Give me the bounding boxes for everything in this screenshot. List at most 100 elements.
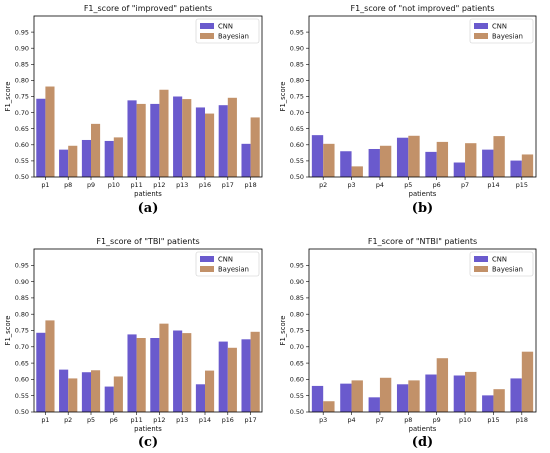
- bar-bayesian-p13: [182, 333, 192, 412]
- bar-cnn-p13: [173, 330, 183, 412]
- x-tick-label: p16: [199, 181, 211, 189]
- legend-label-bayesian: Bayesian: [218, 33, 249, 41]
- y-tick-label: 0.60: [15, 141, 29, 149]
- bar-cnn-p16: [218, 341, 228, 412]
- legend-swatch-bayesian: [200, 266, 214, 272]
- y-tick-label: 0.60: [290, 376, 304, 384]
- legend-swatch-cnn: [200, 256, 214, 262]
- bar-cnn-p2: [311, 135, 324, 177]
- bar-cnn-p8: [396, 384, 409, 412]
- bar-bayesian-p3: [323, 401, 335, 412]
- bar-cnn-p11: [127, 334, 137, 412]
- x-tick-label: p5: [87, 416, 95, 424]
- x-tick-label: p18: [244, 181, 256, 189]
- bar-cnn-p4: [368, 148, 380, 177]
- panel-label: (a): [138, 201, 159, 216]
- y-tick-label: 0.70: [290, 343, 304, 351]
- bar-bayesian-p2: [323, 143, 335, 177]
- x-axis-label: patients: [134, 425, 162, 433]
- x-tick-label: p13: [176, 181, 188, 189]
- bar-bayesian-p9: [436, 358, 449, 412]
- y-tick-label: 0.90: [290, 278, 304, 286]
- x-tick-label: p7: [461, 181, 469, 189]
- bar-bayesian-p6: [113, 376, 123, 412]
- bar-cnn-p3: [340, 151, 352, 177]
- plot-frame: [33, 15, 263, 178]
- bar-bayesian-p11: [136, 338, 146, 412]
- y-tick-label: 0.50: [290, 408, 304, 416]
- bar-cnn-p14: [195, 384, 205, 412]
- chart-panel-1: F1_score of "improved" patients p1 p8 p9 p10…: [4, 4, 263, 216]
- x-tick-label: p18: [516, 416, 528, 424]
- bar-cnn-p9: [81, 139, 91, 177]
- bar-bayesian-p16: [227, 347, 237, 412]
- x-tick-label: p8: [64, 181, 72, 189]
- legend-swatch-cnn: [474, 23, 488, 29]
- y-tick-label: 0.55: [290, 157, 304, 165]
- y-tick-label: 0.60: [15, 376, 29, 384]
- panel-label: (d): [412, 435, 433, 450]
- plot-frame: [308, 248, 537, 413]
- chart-title: F1_score of "TBI" patients: [96, 237, 199, 246]
- bar-bayesian-p9: [91, 123, 101, 177]
- x-tick-label: p10: [108, 181, 120, 189]
- x-tick-label: p2: [319, 181, 327, 189]
- bar-bayesian-p3: [351, 166, 363, 177]
- bar-cnn-p6: [425, 151, 437, 177]
- bar-cnn-p4: [340, 383, 352, 412]
- bar-bayesian-p8: [408, 380, 420, 412]
- bar-cnn-p12: [150, 338, 160, 412]
- x-tick-label: p17: [222, 181, 234, 189]
- bar-bayesian-p14: [493, 136, 505, 177]
- x-tick-label: p5: [404, 181, 412, 189]
- x-axis-label: patients: [409, 425, 437, 433]
- legend-swatch-cnn: [200, 23, 214, 29]
- x-tick-label: p10: [459, 416, 471, 424]
- y-tick-label: 0.75: [15, 327, 29, 335]
- bar-bayesian-p17: [250, 331, 260, 412]
- bar-bayesian-p7: [465, 143, 477, 177]
- x-tick-label: p2: [64, 416, 72, 424]
- bar-bayesian-p10: [465, 371, 477, 412]
- x-tick-label: p14: [487, 181, 499, 189]
- bar-cnn-p5: [81, 372, 91, 412]
- x-tick-label: p13: [176, 416, 188, 424]
- legend-label-cnn: CNN: [218, 256, 233, 264]
- y-tick-label: 0.95: [15, 28, 29, 36]
- bar-cnn-p5: [396, 137, 409, 177]
- x-tick-label: p9: [87, 181, 95, 189]
- legend: CNN Bayesian: [469, 18, 534, 44]
- y-tick-label: 0.85: [15, 294, 29, 302]
- bar-cnn-p8: [59, 149, 69, 177]
- x-tick-label: p16: [222, 416, 234, 424]
- legend-label-cnn: CNN: [492, 23, 507, 31]
- bar-cnn-p14: [482, 149, 494, 177]
- x-tick-label: p17: [244, 416, 256, 424]
- x-tick-label: p6: [110, 416, 118, 424]
- bar-cnn-p18: [510, 378, 522, 412]
- bar-cnn-p2: [59, 369, 69, 412]
- bar-cnn-p7: [453, 162, 466, 177]
- chart-title: F1_score of "NTBI" patients: [368, 237, 477, 246]
- x-tick-label: p11: [130, 416, 142, 424]
- bar-cnn-p9: [425, 374, 437, 412]
- bar-cnn-p12: [150, 103, 160, 177]
- bar-cnn-p11: [127, 100, 137, 177]
- y-tick-label: 0.55: [15, 157, 29, 165]
- y-axis-label: F1_score: [4, 82, 12, 112]
- bar-bayesian-p11: [136, 103, 146, 177]
- y-tick-label: 0.80: [15, 77, 29, 85]
- x-tick-label: p8: [404, 416, 412, 424]
- bar-bayesian-p15: [521, 154, 534, 177]
- legend: CNN Bayesian: [195, 251, 260, 277]
- bar-bayesian-p5: [91, 370, 101, 412]
- bar-cnn-p15: [482, 395, 494, 412]
- bar-bayesian-p5: [408, 135, 420, 177]
- x-tick-label: p15: [516, 181, 528, 189]
- panel-label: (b): [412, 201, 433, 216]
- x-axis-label: patients: [134, 190, 162, 198]
- bar-cnn-p7: [368, 397, 380, 412]
- y-tick-label: 0.55: [15, 392, 29, 400]
- bar-cnn-p17: [241, 339, 251, 412]
- bar-bayesian-p1: [45, 86, 55, 177]
